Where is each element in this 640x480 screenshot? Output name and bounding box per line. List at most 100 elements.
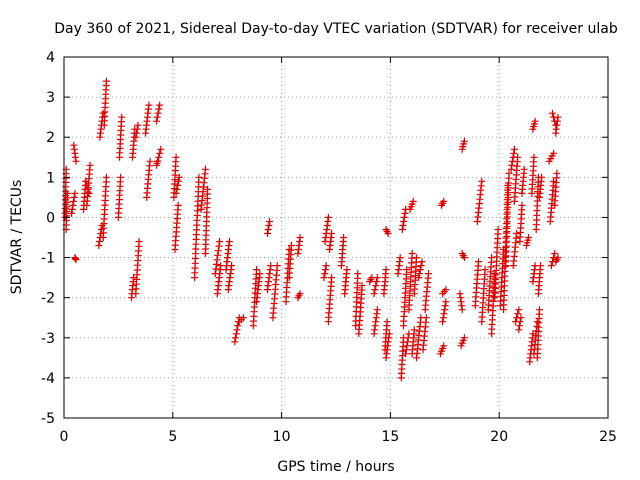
data-point [157, 145, 165, 153]
data-point [266, 218, 274, 225]
data-point [510, 145, 518, 153]
data-point [233, 326, 241, 334]
plot-frame [63, 56, 609, 419]
data-point [538, 173, 546, 181]
data-point [536, 306, 543, 314]
data-point [554, 113, 562, 121]
data-point [102, 173, 110, 181]
data-point [343, 266, 351, 274]
data-point [547, 262, 555, 270]
data-point [174, 201, 182, 209]
data-point [72, 157, 80, 165]
x-tick-label: 20 [490, 429, 508, 445]
data-point [491, 270, 499, 278]
data-point [354, 270, 362, 278]
data-point [328, 274, 336, 282]
chart-title: Day 360 of 2021, Sidereal Day-to-day VTE… [54, 21, 618, 37]
data-point [417, 262, 425, 270]
data-point [373, 278, 380, 286]
data-point [99, 109, 107, 117]
data-point [232, 330, 240, 338]
data-point [514, 153, 522, 161]
data-point [155, 153, 163, 161]
data-point [102, 77, 110, 85]
data-point [517, 314, 525, 322]
data-point [155, 105, 163, 113]
data-point [416, 266, 424, 274]
data-point [409, 197, 417, 205]
data-point [458, 306, 466, 314]
data-point [399, 222, 407, 229]
y-tick-label: 1 [46, 170, 55, 186]
data-point [231, 338, 239, 346]
data-point [425, 270, 432, 278]
data-point [240, 314, 247, 322]
data-point [156, 149, 164, 157]
data-point [204, 185, 212, 193]
axis-ticks: 0 5 10 15 20 25 -5 -4 -3 -2 -1 0 1 2 3 4 [41, 50, 617, 445]
y-tick-label: 0 [46, 210, 55, 226]
data-point [95, 242, 103, 249]
data-point [494, 226, 502, 233]
data-point [234, 322, 242, 330]
data-point [550, 149, 558, 157]
data-point [84, 185, 92, 193]
data-point [515, 326, 523, 334]
data-point [531, 117, 539, 125]
data-point [439, 318, 447, 326]
data-point [372, 282, 380, 290]
data-point [172, 189, 180, 197]
data-point [173, 185, 181, 193]
data-point [340, 234, 348, 241]
x-tick-label: 25 [599, 429, 617, 445]
data-point [537, 262, 544, 270]
data-point [416, 270, 423, 278]
data-point [68, 209, 76, 217]
data-point [135, 238, 143, 245]
data-point [265, 222, 273, 229]
data-point [403, 266, 411, 274]
y-tick-label: 3 [46, 90, 55, 106]
data-point [174, 181, 182, 189]
data-point [402, 350, 410, 358]
data-point [530, 153, 538, 161]
data-point [71, 189, 79, 197]
data-point [514, 310, 522, 318]
data-point [296, 234, 304, 241]
data-point [118, 113, 126, 121]
data-point [460, 334, 468, 342]
data-point [422, 314, 430, 322]
data-point [475, 258, 482, 266]
data-point [86, 161, 94, 169]
data-point [117, 173, 125, 181]
data-point [154, 157, 162, 165]
data-point [322, 266, 329, 274]
data-point [440, 342, 448, 350]
data-point [328, 230, 336, 237]
data-point [418, 258, 426, 266]
data-point [134, 121, 142, 129]
data-point [441, 302, 449, 310]
data-point [549, 109, 556, 117]
data-point [146, 157, 154, 165]
data-point [513, 230, 521, 237]
data-point [442, 298, 450, 306]
data-point [413, 254, 420, 262]
data-point [154, 109, 162, 117]
data-point [133, 129, 140, 137]
y-axis-label: SDTVAR / TECUs [9, 180, 25, 295]
data-point [69, 201, 77, 209]
data-point [552, 125, 560, 133]
data-point [481, 266, 489, 274]
data-point [383, 318, 391, 326]
data-point [460, 254, 468, 262]
data-point [214, 247, 222, 255]
y-tick-label: -3 [41, 331, 55, 347]
data-point [382, 266, 390, 274]
data-point [488, 254, 496, 262]
data-point [533, 318, 541, 326]
data-point [516, 322, 523, 330]
data-point [82, 177, 90, 185]
x-tick-label: 15 [381, 429, 399, 445]
data-point [228, 262, 236, 270]
